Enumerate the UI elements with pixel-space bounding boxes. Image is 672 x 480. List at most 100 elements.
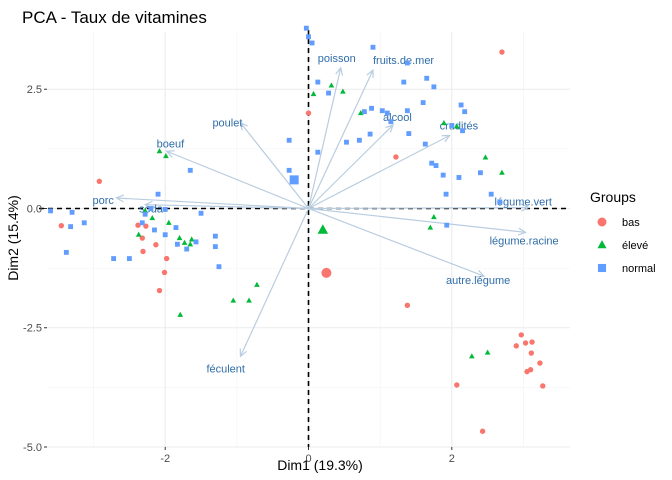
data-point xyxy=(458,102,464,108)
data-point xyxy=(404,302,411,309)
arrow-shaft xyxy=(116,197,309,210)
data-point xyxy=(212,244,218,250)
arrow-shaft xyxy=(307,67,342,209)
y-axis-title: Dim2 (15.4%) xyxy=(5,195,21,281)
x-tick-label: 0 xyxy=(305,453,311,465)
variable-arrow-autre.légume: autre.légume xyxy=(308,207,510,287)
data-point xyxy=(453,123,460,129)
data-point xyxy=(142,207,148,213)
data-point xyxy=(499,169,505,175)
chart-title: PCA - Taux de vitamines xyxy=(22,8,207,27)
data-point xyxy=(187,241,194,247)
data-point xyxy=(176,234,183,241)
data-point xyxy=(216,264,222,270)
series-bas xyxy=(58,49,546,434)
variable-label: autre.légume xyxy=(446,275,510,287)
data-point xyxy=(212,233,218,239)
data-point xyxy=(140,248,146,255)
data-point xyxy=(81,220,87,226)
data-point xyxy=(344,139,349,145)
variable-arrow-légume.vert: légume.vert xyxy=(308,197,552,212)
arrow-shaft xyxy=(239,208,310,357)
y-tick-label: -2.5 xyxy=(23,323,42,335)
arrow-shaft xyxy=(307,69,374,209)
data-point xyxy=(497,199,503,205)
data-point xyxy=(174,241,180,247)
data-point xyxy=(198,210,204,216)
data-point xyxy=(177,311,184,317)
data-point xyxy=(393,154,399,160)
data-point xyxy=(404,60,410,66)
data-point xyxy=(48,208,54,214)
legend-key xyxy=(597,240,607,249)
arrow-shaft xyxy=(308,207,485,277)
data-point xyxy=(524,368,530,375)
data-point xyxy=(431,84,437,90)
data-point xyxy=(454,382,460,388)
data-point xyxy=(58,222,65,229)
data-point xyxy=(230,297,237,303)
legend-item-bas: bas xyxy=(597,217,640,229)
data-point xyxy=(162,232,168,238)
y-tick-label: -5.0 xyxy=(23,442,42,454)
series-élevé xyxy=(135,82,505,359)
data-point xyxy=(431,214,437,220)
data-point xyxy=(155,191,161,197)
data-point xyxy=(187,167,193,173)
data-point xyxy=(384,110,390,116)
variable-label: poisson xyxy=(318,53,356,65)
series-normal xyxy=(48,25,503,270)
variable-label: poulet xyxy=(212,118,242,130)
data-point xyxy=(156,148,163,154)
data-point xyxy=(310,90,317,97)
data-point xyxy=(404,108,410,114)
variable-label: fruits.de.mer xyxy=(373,55,434,67)
data-point xyxy=(153,242,159,248)
arrow-head xyxy=(476,269,486,278)
data-point xyxy=(499,49,505,55)
variable-label: légume.racine xyxy=(490,235,559,247)
data-point xyxy=(444,222,450,228)
arrow-head xyxy=(385,124,395,133)
data-point xyxy=(456,175,462,180)
data-point xyxy=(161,269,168,276)
data-point xyxy=(379,108,385,114)
x-tick-label: 2 xyxy=(449,453,455,465)
data-point xyxy=(522,340,529,346)
group-centroid xyxy=(321,267,332,278)
legend-key xyxy=(597,217,607,227)
data-point xyxy=(449,123,455,128)
data-point xyxy=(422,141,428,147)
x-tick-label: -2 xyxy=(160,453,170,465)
data-point xyxy=(303,25,309,31)
data-point xyxy=(246,297,252,303)
data-point xyxy=(482,154,489,160)
data-point xyxy=(424,75,430,81)
data-point xyxy=(188,236,195,242)
data-point xyxy=(479,428,486,434)
data-point xyxy=(528,350,535,356)
variable-label: porc xyxy=(92,195,114,207)
data-point xyxy=(367,131,373,137)
data-point xyxy=(163,255,170,262)
data-point xyxy=(340,88,346,94)
data-point xyxy=(441,120,447,126)
arrow-shaft xyxy=(239,122,309,209)
variable-arrow-boeuf: boeuf xyxy=(157,138,309,210)
data-point xyxy=(149,214,156,221)
data-point xyxy=(305,110,312,116)
data-point xyxy=(306,34,311,40)
legend-label: élevé xyxy=(622,240,648,252)
data-point xyxy=(152,227,157,233)
group-centroid xyxy=(289,175,299,185)
data-point xyxy=(315,149,321,155)
arrow-head xyxy=(115,194,125,203)
legend-item-normal: normal xyxy=(597,263,656,275)
y-tick-label: 2.5 xyxy=(27,84,42,96)
data-point xyxy=(162,207,168,212)
variable-arrow-féculent: féculent xyxy=(206,208,310,375)
data-point xyxy=(401,79,407,85)
variable-arrow-légume.racine: légume.racine xyxy=(308,207,559,247)
data-point xyxy=(139,220,145,226)
data-point xyxy=(427,224,434,230)
